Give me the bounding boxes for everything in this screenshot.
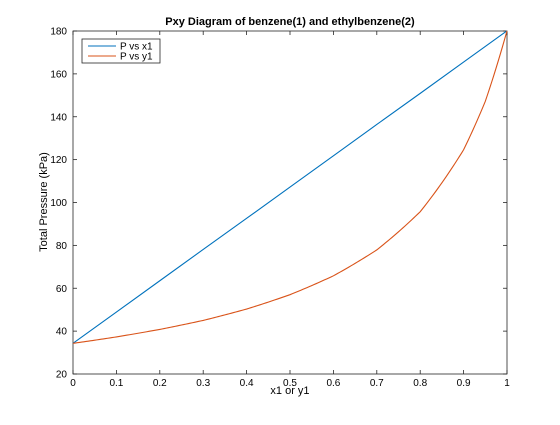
y-tick-label: 60 (56, 284, 68, 295)
series-line-p-vs-x1 (72, 30, 508, 344)
y-tick-label: 100 (50, 198, 67, 209)
x-tick-label: 1 (504, 378, 510, 389)
y-axis-label: Total Pressure (kPa) (38, 152, 50, 252)
legend-label: P vs x1 (120, 42, 153, 53)
y-tick-label: 20 (56, 370, 68, 381)
plot-frame (72, 30, 508, 375)
series-line-p-vs-y1 (72, 30, 508, 344)
y-tick-label: 40 (56, 327, 68, 338)
x-tick-label: 0 (70, 378, 76, 389)
legend: P vs x1P vs y1 (81, 38, 161, 64)
y-tick-label: 180 (50, 27, 67, 38)
x-axis-ticks: 0 0.1 0.2 0.3 0.4 0.5 0.6 0.7 0.8 0.9 1 (70, 31, 510, 389)
chart-title: Pxy Diagram of benzene(1) and ethylbenze… (165, 16, 415, 28)
x-tick-label: 0.8 (413, 378, 427, 389)
series-layer (72, 30, 508, 344)
x-tick-label: 0.3 (196, 378, 210, 389)
x-tick-label: 0.5 (283, 378, 297, 389)
y-tick-label: 160 (50, 69, 67, 80)
legend-label: P vs y1 (120, 52, 153, 63)
x-axis-label: x1 or y1 (270, 385, 309, 397)
y-tick-label: 80 (56, 241, 68, 252)
x-tick-label: 0.4 (240, 378, 254, 389)
legend-entries: P vs x1P vs y1 (88, 42, 153, 63)
y-axis-ticks: 20 40 60 80 100 120 140 160 180 (50, 27, 507, 381)
y-tick-label: 140 (50, 112, 67, 123)
x-tick-label: 0.2 (153, 378, 167, 389)
x-tick-label: 0.7 (370, 378, 384, 389)
x-tick-label: 0.1 (109, 378, 123, 389)
y-tick-label: 120 (50, 155, 67, 166)
x-tick-label: 0.9 (457, 378, 471, 389)
legend-box (81, 38, 161, 64)
x-tick-label: 0.6 (326, 378, 340, 389)
